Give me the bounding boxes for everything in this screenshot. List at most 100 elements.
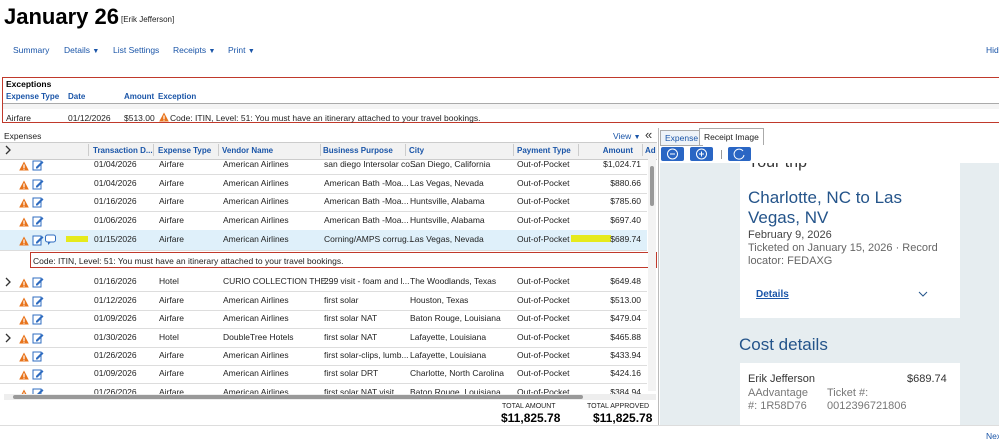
column-header[interactable]: Payment Type [517, 146, 571, 155]
nav-item[interactable]: Details ▼ [64, 45, 100, 55]
nav-hide[interactable]: Hid [986, 45, 999, 55]
expand-row[interactable] [4, 333, 12, 345]
total-value: $11,825.78 [501, 411, 561, 425]
nav-item[interactable]: List Settings [113, 45, 160, 55]
edit-icon[interactable] [32, 313, 44, 327]
exception-cell: 01/12/2026 [68, 113, 111, 123]
expense-cell: Hotel [159, 276, 179, 286]
receipt-card [740, 163, 960, 318]
title: January 26 [4, 4, 119, 29]
warning-icon [19, 297, 29, 309]
expense-row[interactable]: 01/15/2026 Airfare American Airlines Cornin… [0, 230, 647, 251]
edit-icon[interactable] [32, 159, 44, 173]
expense-cell: American Airlines [223, 368, 289, 378]
column-header[interactable]: Ad [645, 146, 656, 155]
expense-cell: American Bath -Moa... [324, 215, 409, 225]
expense-cell: 01/04/2026 [94, 159, 137, 169]
warning-icon [19, 352, 29, 364]
expense-cell: Out-of-Pocket [517, 276, 570, 286]
column-divider [513, 144, 514, 156]
column-header[interactable]: Transaction D... [93, 146, 153, 155]
panel-divider [658, 128, 659, 426]
expense-cell: Out-of-Pocket [517, 215, 570, 225]
column-divider [153, 144, 154, 156]
expense-cell: 299 visit - foam and l... [324, 276, 410, 286]
expenses-grid: Transaction D... Expense Type Vendor Name B… [0, 142, 657, 394]
trip-heading: Your trip [748, 163, 807, 172]
approved-label: TOTAL APPROVED [587, 403, 650, 410]
row-detail-text: Code: ITIN, Level: 51: You must have an … [33, 256, 344, 266]
exceptions-column: Date [68, 92, 86, 101]
expense-cell: 01/30/2026 [94, 332, 137, 342]
edit-icon[interactable] [32, 368, 44, 382]
expense-row[interactable]: 01/30/2026 Hotel DoubleTree Hotels first so… [0, 329, 647, 348]
warning-icon [19, 315, 29, 327]
nav-item[interactable]: Receipts ▼ [173, 45, 216, 55]
nav-item[interactable]: Summary [13, 45, 50, 55]
expense-row[interactable]: 01/09/2026 Airfare American Airlines first … [0, 310, 647, 329]
expense-cell: Out-of-Pocket [517, 178, 570, 188]
expense-cell: 01/16/2026 [94, 196, 137, 206]
expense-cell: first solar DRT [324, 368, 379, 378]
view-menu[interactable]: View ▼ [613, 131, 641, 141]
toolbar-button[interactable] [690, 147, 713, 161]
expense-row[interactable]: 01/16/2026 Airfare American Airlines Americ… [0, 193, 647, 212]
expense-row[interactable]: 01/04/2026 Airfare American Airlines san di… [0, 156, 647, 175]
column-header[interactable]: Amount [602, 146, 633, 155]
warning-icon [19, 278, 29, 290]
expense-row[interactable]: 01/16/2026 Hotel CURIO COLLECTION THE... 29… [0, 273, 647, 292]
edit-icon[interactable] [32, 295, 44, 309]
expense-row[interactable]: 01/06/2026 Airfare American Airlines Americ… [0, 212, 647, 231]
details-link[interactable]: Details [756, 289, 789, 300]
column-header[interactable]: Vendor Name [222, 146, 274, 155]
expand-row[interactable] [4, 277, 12, 289]
expense-cell: $689.74 [610, 234, 641, 244]
edit-icon[interactable] [32, 196, 44, 210]
expense-cell: American Bath -Moa... [324, 178, 409, 188]
expense-row[interactable]: 01/26/2026 Airfare American Airlines first … [0, 384, 647, 394]
edit-icon[interactable] [32, 178, 44, 192]
column-header[interactable]: Business Purpose [323, 146, 393, 155]
warning-icon [19, 389, 29, 394]
expense-cell: 01/06/2026 [94, 215, 137, 225]
exceptions-hidden-row [3, 104, 999, 109]
tab[interactable]: Receipt Image [699, 128, 764, 145]
exception-cell: $513.00 [124, 113, 155, 123]
expense-cell: 01/12/2026 [94, 295, 137, 305]
warning-icon [19, 198, 29, 210]
expense-row[interactable]: 01/09/2026 Airfare American Airlines first … [0, 365, 647, 384]
expense-cell: San Diego, California [410, 159, 491, 169]
expense-row[interactable]: 01/26/2026 Airfare American Airlines first … [0, 347, 647, 366]
expense-cell: American Airlines [223, 196, 289, 206]
exceptions-column: Amount [124, 92, 155, 101]
expense-cell: American Airlines [223, 215, 289, 225]
redaction [571, 235, 611, 242]
expense-cell: Huntsville, Alabama [410, 196, 485, 206]
expense-cell: $384.94 [610, 387, 641, 394]
toolbar-button[interactable] [728, 147, 751, 161]
expense-cell: $697.40 [610, 215, 641, 225]
expense-cell: Out-of-Pocket [517, 332, 570, 342]
edit-icon[interactable] [32, 276, 44, 290]
expense-cell: first solar NAT visit [324, 387, 395, 394]
expense-cell: Out-of-Pocket [517, 350, 570, 360]
expense-row[interactable]: 01/12/2026 Airfare American Airlines first … [0, 292, 647, 311]
tab[interactable]: Expense [660, 130, 704, 146]
expense-cell: Huntsville, Alabama [410, 215, 485, 225]
edit-icon[interactable] [32, 387, 44, 394]
column-header[interactable]: City [409, 146, 425, 155]
next-link[interactable]: Nex [986, 431, 999, 441]
edit-icon[interactable] [32, 215, 44, 229]
edit-icon[interactable] [32, 350, 44, 364]
edit-icon[interactable] [32, 332, 44, 346]
column-header[interactable]: Expense Type [158, 146, 212, 155]
expense-cell: Hotel [159, 332, 179, 342]
expense-cell: Out-of-Pocket [517, 159, 570, 169]
expand-all[interactable] [4, 145, 12, 157]
expense-cell: 01/26/2026 [94, 387, 137, 394]
collapse-button[interactable]: « [645, 127, 653, 142]
edit-icon[interactable] [32, 234, 44, 248]
nav-item[interactable]: Print ▼ [228, 45, 255, 55]
expense-row[interactable]: 01/04/2026 Airfare American Airlines Americ… [0, 175, 647, 194]
toolbar-button[interactable] [661, 147, 684, 161]
